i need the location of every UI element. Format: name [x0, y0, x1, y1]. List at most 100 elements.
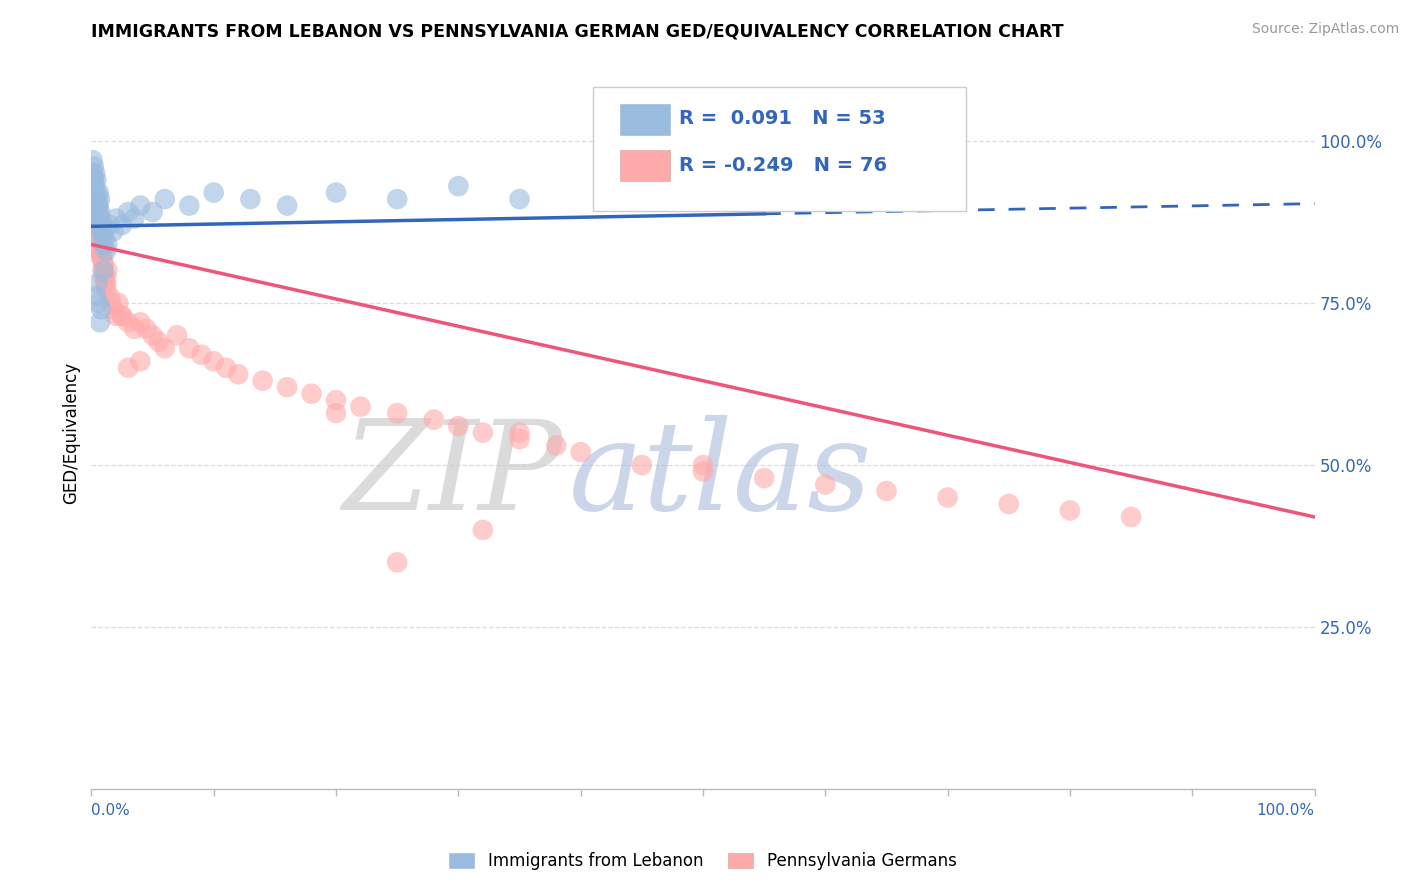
Point — [84, 289, 107, 303]
Point — [98, 289, 121, 303]
Point — [202, 354, 225, 368]
Point — [84, 198, 107, 212]
Point — [104, 211, 127, 226]
Text: atlas: atlas — [568, 415, 872, 536]
Point — [90, 251, 112, 265]
Point — [91, 218, 114, 232]
Text: IMMIGRANTS FROM LEBANON VS PENNSYLVANIA GERMAN GED/EQUIVALENCY CORRELATION CHART: IMMIGRANTS FROM LEBANON VS PENNSYLVANIA … — [91, 22, 1064, 40]
Point — [87, 237, 110, 252]
Point — [90, 211, 112, 226]
Point — [94, 244, 117, 258]
Point — [82, 153, 104, 168]
Point — [84, 205, 107, 219]
Point — [385, 192, 409, 206]
Legend: Immigrants from Lebanon, Pennsylvania Germans: Immigrants from Lebanon, Pennsylvania Ge… — [443, 846, 963, 877]
Point — [89, 218, 111, 232]
Point — [86, 198, 108, 212]
Text: Source: ZipAtlas.com: Source: ZipAtlas.com — [1251, 22, 1399, 37]
Text: ZIP: ZIP — [342, 415, 562, 536]
Point — [90, 237, 112, 252]
Point — [93, 237, 115, 252]
Point — [447, 179, 470, 194]
Point — [129, 198, 152, 212]
Point — [814, 477, 837, 491]
Point — [122, 322, 145, 336]
Point — [86, 218, 108, 232]
Point — [94, 269, 117, 284]
Point — [86, 192, 108, 206]
Point — [141, 205, 163, 219]
Point — [190, 348, 212, 362]
FancyBboxPatch shape — [593, 87, 966, 211]
Point — [129, 315, 152, 329]
Point — [94, 231, 117, 245]
Point — [83, 179, 105, 194]
Point — [692, 458, 714, 472]
Point — [87, 231, 110, 245]
Point — [252, 374, 274, 388]
Point — [93, 269, 115, 284]
Point — [83, 211, 105, 226]
Point — [89, 205, 111, 219]
Point — [325, 186, 347, 200]
Y-axis label: GED/Equivalency: GED/Equivalency — [62, 361, 80, 504]
Point — [90, 251, 112, 265]
Point — [91, 231, 114, 245]
Point — [89, 244, 111, 258]
Point — [276, 198, 298, 212]
Point — [84, 218, 107, 232]
Point — [83, 198, 105, 212]
Point — [111, 309, 134, 323]
Point — [83, 160, 105, 174]
Point — [90, 225, 112, 239]
Text: R = -0.249   N = 76: R = -0.249 N = 76 — [679, 155, 887, 175]
FancyBboxPatch shape — [620, 150, 671, 181]
Point — [215, 360, 238, 375]
Point — [93, 257, 115, 271]
Point — [103, 225, 125, 239]
Point — [509, 425, 531, 440]
Point — [1059, 503, 1081, 517]
Text: 0.0%: 0.0% — [91, 803, 131, 818]
Point — [546, 439, 568, 453]
Point — [93, 225, 115, 239]
Point — [111, 218, 134, 232]
Point — [117, 360, 139, 375]
Point — [83, 172, 105, 186]
Point — [423, 412, 446, 426]
Point — [90, 302, 112, 317]
Point — [91, 251, 114, 265]
Point — [129, 354, 152, 368]
Point — [631, 458, 654, 472]
Point — [447, 419, 470, 434]
Point — [754, 471, 776, 485]
Point — [89, 192, 111, 206]
Point — [84, 166, 107, 180]
Point — [998, 497, 1021, 511]
Point — [84, 192, 107, 206]
Point — [385, 406, 409, 420]
Point — [96, 263, 118, 277]
Point — [91, 263, 114, 277]
Point — [84, 179, 107, 194]
Point — [93, 263, 115, 277]
FancyBboxPatch shape — [620, 103, 671, 135]
Point — [86, 205, 108, 219]
Point — [117, 315, 139, 329]
Point — [1121, 510, 1143, 524]
Point — [148, 334, 170, 349]
Text: R =  0.091   N = 53: R = 0.091 N = 53 — [679, 109, 886, 128]
Point — [301, 386, 323, 401]
Point — [89, 244, 111, 258]
Point — [349, 400, 371, 414]
Point — [104, 309, 127, 323]
Point — [100, 296, 122, 310]
Point — [325, 406, 347, 420]
Point — [226, 368, 249, 382]
Point — [87, 225, 110, 239]
Point — [875, 483, 898, 498]
Text: 100.0%: 100.0% — [1257, 803, 1315, 818]
Point — [276, 380, 298, 394]
Point — [325, 393, 347, 408]
Point — [87, 296, 110, 310]
